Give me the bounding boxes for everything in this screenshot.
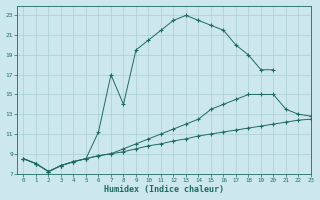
X-axis label: Humidex (Indice chaleur): Humidex (Indice chaleur) xyxy=(104,185,224,194)
